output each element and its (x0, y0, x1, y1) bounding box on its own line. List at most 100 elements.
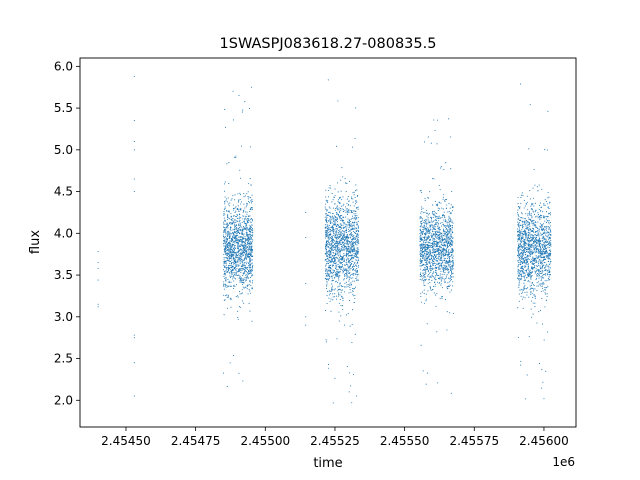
data-point (97, 251, 99, 253)
data-point (238, 224, 240, 227)
data-point (425, 227, 427, 229)
data-point (432, 216, 434, 219)
data-point (243, 259, 246, 261)
data-point (349, 277, 351, 279)
data-point (236, 262, 238, 264)
data-point (240, 256, 242, 258)
data-point (518, 281, 520, 283)
data-point (236, 265, 238, 267)
data-point (234, 223, 236, 225)
data-point (327, 256, 329, 258)
data-point (329, 234, 331, 236)
data-point (524, 240, 526, 242)
data-point (520, 295, 522, 297)
data-point (449, 274, 452, 277)
data-point (536, 257, 538, 259)
data-point (335, 237, 337, 239)
data-point (544, 286, 546, 288)
data-point (337, 293, 340, 295)
data-point (429, 267, 431, 270)
data-point (452, 205, 454, 208)
data-point (240, 240, 242, 242)
data-point (424, 267, 426, 269)
data-point (241, 283, 243, 285)
data-point (325, 253, 327, 256)
data-point (442, 253, 444, 255)
data-point (548, 196, 550, 198)
data-point (339, 241, 341, 243)
data-point (423, 269, 425, 271)
data-point (532, 227, 534, 230)
data-point (339, 249, 341, 251)
data-point (327, 246, 329, 248)
data-point (348, 276, 350, 278)
data-point (519, 233, 521, 235)
data-point (327, 290, 329, 292)
data-point (246, 251, 248, 253)
data-point (351, 211, 353, 214)
data-point (334, 260, 336, 262)
data-point (331, 193, 333, 195)
data-point (332, 239, 334, 241)
data-point (434, 215, 437, 217)
data-point (337, 224, 339, 226)
data-point (428, 258, 431, 260)
data-point (531, 222, 533, 225)
data-point (246, 228, 248, 230)
data-point (522, 194, 524, 196)
data-point (133, 149, 135, 151)
data-point (520, 194, 522, 196)
data-point (243, 279, 245, 282)
data-point (529, 225, 531, 227)
data-point (544, 220, 546, 222)
data-point (547, 246, 549, 248)
data-point (352, 260, 354, 263)
data-point (451, 232, 453, 234)
data-point (433, 225, 435, 227)
data-point (447, 251, 449, 253)
data-point (326, 232, 328, 234)
data-point (332, 266, 334, 268)
data-point (522, 289, 524, 291)
data-point (429, 225, 432, 227)
data-point (426, 212, 429, 214)
data-point (340, 231, 342, 233)
data-point (226, 225, 229, 227)
data-point (353, 217, 355, 219)
data-point (424, 221, 426, 223)
data-point (420, 301, 422, 303)
data-point (420, 295, 422, 298)
data-point (534, 306, 536, 308)
data-point (229, 240, 231, 242)
data-point (348, 278, 350, 280)
data-point (251, 238, 253, 240)
data-point (341, 262, 343, 264)
data-point (248, 183, 250, 185)
data-point (240, 244, 242, 246)
data-point (224, 190, 226, 192)
data-point (334, 242, 337, 244)
data-point (245, 255, 247, 257)
data-point (425, 232, 427, 234)
data-point (436, 231, 438, 233)
data-point (420, 216, 422, 218)
data-point (528, 248, 530, 250)
data-point (435, 278, 437, 280)
data-point (224, 126, 227, 128)
data-point (347, 286, 349, 288)
data-point (352, 201, 354, 203)
data-point (231, 274, 233, 276)
data-point (419, 265, 421, 267)
data-point (438, 252, 440, 254)
data-point (234, 219, 237, 221)
data-point (339, 228, 341, 230)
data-point (434, 265, 436, 267)
data-point (224, 249, 226, 251)
data-point (328, 234, 330, 236)
data-point (445, 198, 448, 200)
data-point (334, 222, 336, 224)
data-point (337, 249, 339, 251)
data-point (352, 224, 354, 226)
data-point (523, 282, 525, 284)
data-point (452, 312, 454, 314)
